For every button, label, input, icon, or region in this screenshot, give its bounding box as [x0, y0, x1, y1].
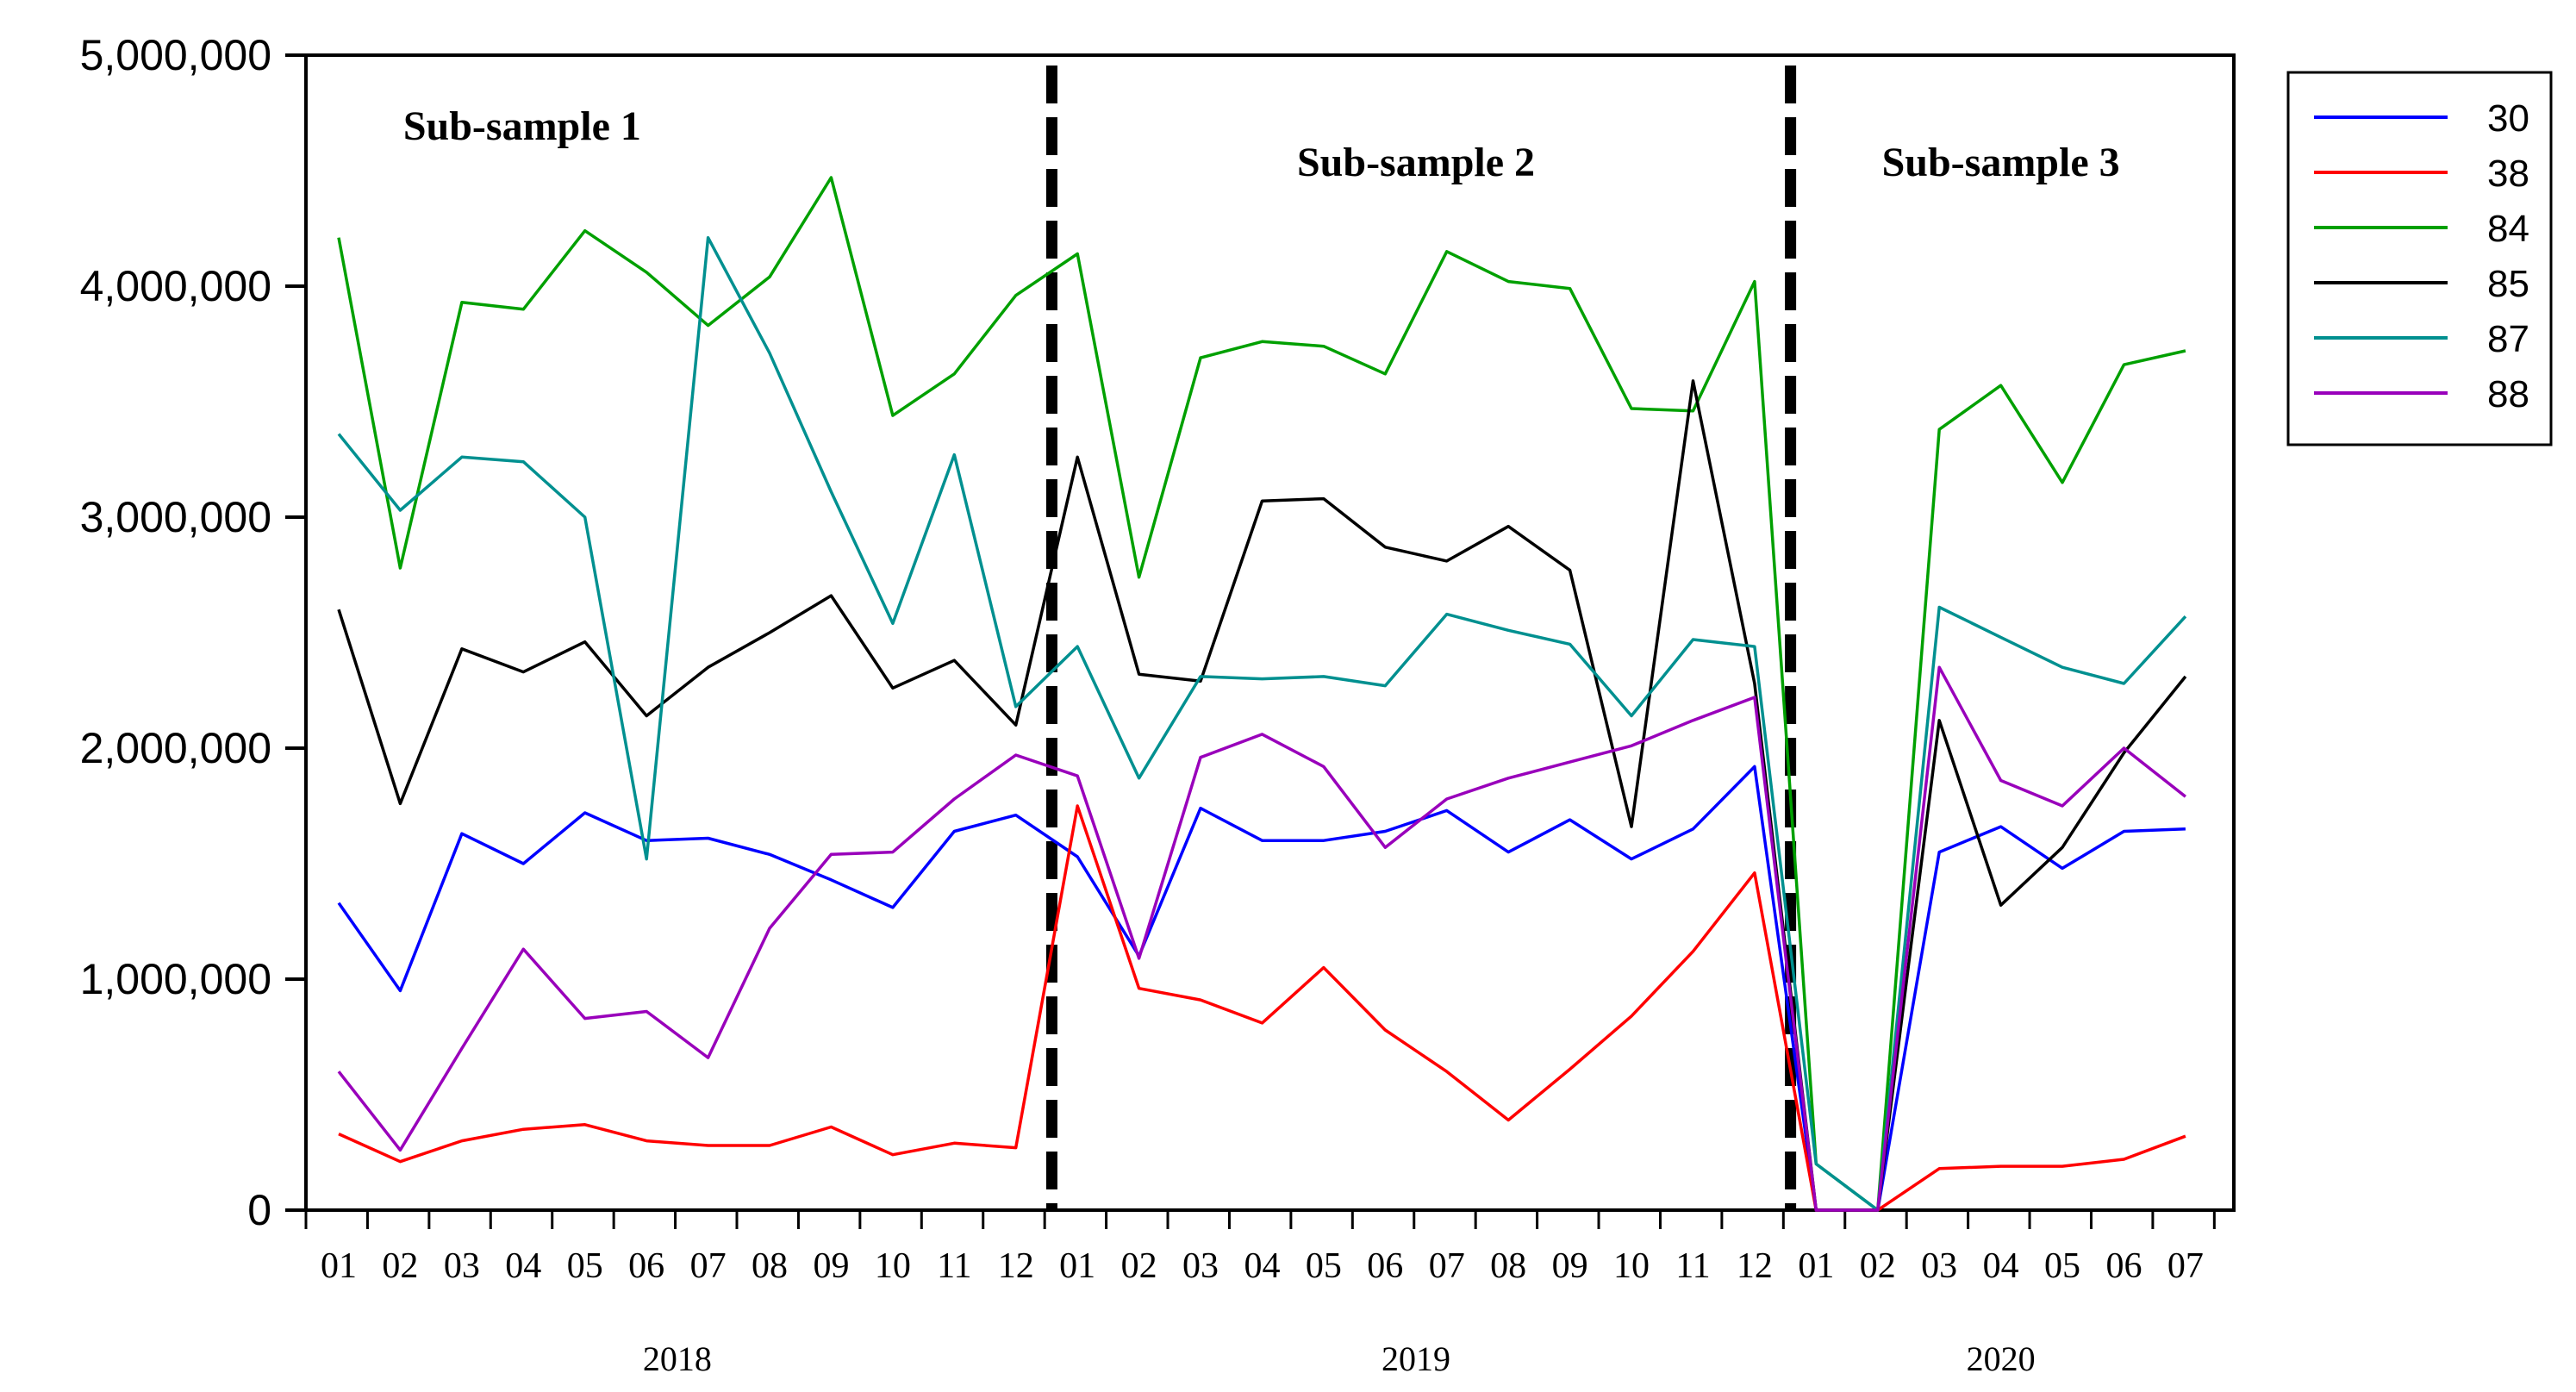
x-tick-label: 06 — [2105, 1246, 2142, 1286]
x-tick-label: 04 — [1244, 1246, 1280, 1286]
x-tick-label: 05 — [1306, 1246, 1342, 1286]
x-tick-label: 10 — [875, 1246, 911, 1286]
x-tick-label: 06 — [628, 1246, 664, 1286]
y-tick-label: 5,000,000 — [80, 31, 271, 79]
year-label: 2018 — [643, 1339, 712, 1378]
legend: 30 38 84 85 87 88 — [2286, 71, 2553, 446]
legend-box — [2286, 71, 2553, 446]
x-tick-label: 07 — [1429, 1246, 1465, 1286]
x-axis: 01 02 03 04 05 06 07 08 09 10 11 12 01 02 03 04 05 06 07 08… — [304, 1210, 2216, 1378]
x-tick-label: 11 — [1675, 1246, 1710, 1286]
x-tick-label: 06 — [1367, 1246, 1403, 1286]
x-tick-label: 02 — [382, 1246, 418, 1286]
legend-label: 84 — [2487, 208, 2529, 250]
y-tick-label: 0 — [247, 1186, 271, 1234]
x-tick-label: 12 — [998, 1246, 1034, 1286]
year-label: 2019 — [1382, 1339, 1450, 1378]
series-line-38 — [338, 804, 2186, 1212]
y-axis: 0 1,000,000 2,000,000 3,000,000 4,000,000 5,0… — [80, 31, 306, 1234]
x-tick-label: 01 — [1798, 1246, 1834, 1286]
legend-label: 87 — [2487, 318, 2529, 360]
x-tick-label: 01 — [321, 1246, 357, 1286]
x-tick-label: 09 — [1552, 1246, 1588, 1286]
series-line-87 — [337, 235, 2187, 1212]
x-tick-label: 08 — [752, 1246, 788, 1286]
x-tick-label: 02 — [1860, 1246, 1896, 1286]
x-tick-label: 04 — [505, 1246, 541, 1286]
legend-label: 30 — [2487, 97, 2529, 140]
series-lines — [337, 176, 2187, 1212]
x-tick-label: 07 — [2167, 1246, 2204, 1286]
x-tick-label: 10 — [1613, 1246, 1650, 1286]
x-tick-label: 05 — [2044, 1246, 2080, 1286]
y-tick-label: 4,000,000 — [80, 262, 271, 310]
y-tick-label: 3,000,000 — [80, 493, 271, 541]
x-tick-label: 03 — [1182, 1246, 1219, 1286]
x-tick-label: 05 — [567, 1246, 603, 1286]
legend-label: 88 — [2487, 373, 2529, 415]
x-tick-label: 08 — [1490, 1246, 1526, 1286]
x-tick-label: 02 — [1121, 1246, 1157, 1286]
sub-sample-label: Sub-sample 2 — [1297, 140, 1535, 185]
x-tick-label: 04 — [1983, 1246, 2019, 1286]
x-tick-label: 01 — [1059, 1246, 1095, 1286]
y-tick-label: 1,000,000 — [80, 955, 271, 1003]
x-tick-label: 11 — [937, 1246, 971, 1286]
series-line-88 — [337, 665, 2186, 1212]
x-tick-label: 07 — [690, 1246, 727, 1286]
sub-sample-breaks — [1045, 66, 1797, 1210]
sub-sample-label: Sub-sample 3 — [1882, 140, 2120, 185]
x-tick-label: 09 — [813, 1246, 849, 1286]
legend-label: 85 — [2487, 263, 2529, 305]
sub-sample-label: Sub-sample 1 — [403, 103, 641, 149]
x-tick-label: 03 — [444, 1246, 480, 1286]
series-line-85 — [337, 379, 2187, 1212]
y-tick-label: 2,000,000 — [80, 724, 271, 772]
legend-label: 38 — [2487, 153, 2529, 195]
sub-sample-labels: Sub-sample 1 Sub-sample 2 Sub-sample 3 — [403, 103, 2120, 185]
x-tick-label: 12 — [1737, 1246, 1773, 1286]
year-label: 2020 — [1967, 1339, 2036, 1378]
plot-frame — [304, 53, 2236, 1212]
x-tick-label: 03 — [1921, 1246, 1957, 1286]
